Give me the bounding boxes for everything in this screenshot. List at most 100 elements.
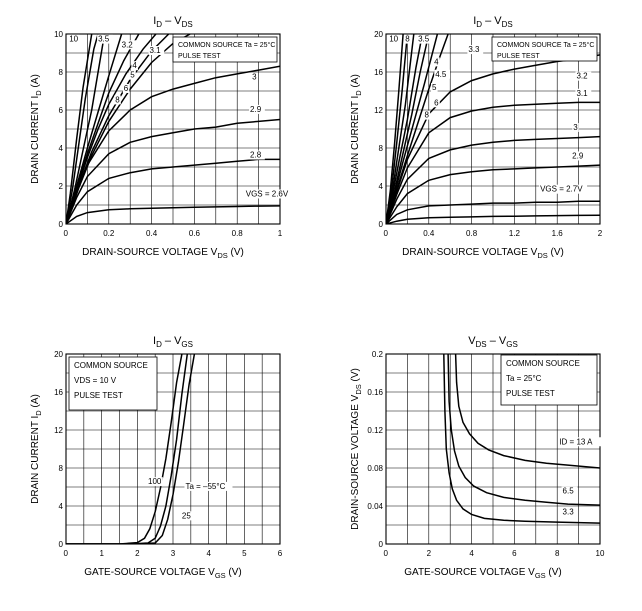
x-tick-label: 6 bbox=[512, 549, 517, 558]
annotation-label: 3.5 bbox=[98, 35, 110, 44]
info-box-line: VDS = 10 V bbox=[74, 376, 117, 385]
annotation-bg bbox=[122, 84, 130, 93]
x-tick-label: 0 bbox=[64, 549, 69, 558]
x-tick-label: 0 bbox=[384, 549, 389, 558]
annotation-bg bbox=[561, 486, 578, 496]
y-tick-label: 0 bbox=[379, 220, 384, 229]
x-tick-label: 0 bbox=[64, 229, 69, 238]
annotation-label: 3.2 bbox=[576, 72, 588, 81]
annotation-label: 3 bbox=[573, 123, 578, 132]
annotation-bg bbox=[571, 151, 587, 161]
info-box-line: COMMON SOURCE Ta = 25°C bbox=[178, 41, 275, 49]
series-line-6 bbox=[66, 34, 157, 224]
x-tick-label: 0.8 bbox=[232, 229, 244, 238]
chart-title: VDS – VGS bbox=[468, 335, 518, 349]
y-tick-label: 0.12 bbox=[367, 426, 383, 435]
y-tick-label: 0 bbox=[59, 540, 64, 549]
x-tick-label: 1 bbox=[278, 229, 283, 238]
annotation-bg bbox=[575, 88, 592, 98]
annotation-label: 8 bbox=[425, 111, 430, 120]
annotation-bg bbox=[249, 104, 265, 114]
info-box-line: PULSE TEST bbox=[74, 391, 123, 400]
x-axis-label: DRAIN-SOURCE VOLTAGE VDS (V) bbox=[82, 247, 244, 260]
annotation-label: 3.5 bbox=[418, 35, 430, 44]
x-tick-label: 2 bbox=[427, 549, 432, 558]
info-box-frame bbox=[500, 354, 598, 406]
annotation-label: 6.5 bbox=[563, 487, 575, 496]
x-tick-label: 2 bbox=[135, 549, 140, 558]
series-line-12 bbox=[386, 200, 600, 224]
info-box-line: PULSE TEST bbox=[178, 53, 221, 60]
x-tick-label: 0.4 bbox=[423, 229, 435, 238]
info-box: COMMON SOURCE Ta = 25°C PULSE TEST bbox=[500, 354, 598, 406]
info-box-frame bbox=[172, 36, 278, 63]
plot-frame bbox=[65, 353, 281, 545]
info-box-frame bbox=[491, 36, 598, 62]
annotation-label: 3.1 bbox=[576, 89, 588, 98]
y-tick-label: 8 bbox=[59, 68, 64, 77]
annotation-bg bbox=[129, 70, 136, 80]
annotation-bg bbox=[97, 34, 113, 44]
annotation-label: 3.2 bbox=[122, 40, 134, 49]
y-tick-label: 4 bbox=[59, 502, 64, 511]
annotation-bg bbox=[68, 34, 80, 44]
annotation-bg bbox=[148, 46, 165, 55]
info-box-line: PULSE TEST bbox=[506, 389, 555, 398]
annotation-bg bbox=[434, 69, 451, 79]
y-tick-label: 6 bbox=[59, 106, 64, 115]
series-line-10 bbox=[386, 135, 600, 224]
x-tick-label: 0.2 bbox=[103, 229, 115, 238]
annotation-bg bbox=[251, 72, 258, 82]
annotation-bg bbox=[131, 61, 138, 71]
annotation-bg bbox=[388, 34, 400, 44]
info-box-line: COMMON SOURCE bbox=[506, 359, 580, 368]
annotation-bg bbox=[558, 437, 602, 447]
y-tick-label: 12 bbox=[54, 426, 63, 435]
annotation-bg bbox=[404, 34, 411, 44]
x-tick-label: 3 bbox=[171, 549, 176, 558]
annotation-label: 25 bbox=[182, 511, 191, 520]
grid bbox=[386, 34, 600, 224]
chart-title: ID – VDS bbox=[473, 15, 513, 29]
y-tick-label: 10 bbox=[54, 30, 63, 39]
y-tick-label: 0.2 bbox=[372, 350, 384, 359]
plot-frame bbox=[385, 33, 601, 225]
y-tick-label: 12 bbox=[374, 106, 383, 115]
y-tick-label: 4 bbox=[59, 144, 64, 153]
annotation-label: 100 bbox=[148, 477, 162, 486]
info-box-line: Ta = 25°C bbox=[506, 374, 542, 383]
annotation-label: Ta = –55°C bbox=[185, 482, 225, 491]
annotation-bg bbox=[147, 477, 163, 487]
annotation-label: 4 bbox=[132, 61, 137, 70]
y-tick-label: 0.16 bbox=[367, 388, 383, 397]
annotation-bg bbox=[114, 95, 121, 105]
y-tick-label: 0.04 bbox=[367, 502, 383, 511]
y-tick-label: 0 bbox=[379, 540, 384, 549]
series-line-9 bbox=[66, 65, 280, 224]
series-line-12 bbox=[66, 205, 280, 224]
y-axis-label: DRAIN CURRENT ID (A) bbox=[30, 74, 43, 184]
series-line-1 bbox=[66, 34, 93, 224]
x-tick-label: 10 bbox=[596, 549, 605, 558]
info-box-line: COMMON SOURCE Ta = 25°C bbox=[497, 41, 594, 49]
annotation-label: 8 bbox=[115, 95, 120, 104]
y-tick-label: 8 bbox=[59, 464, 64, 473]
info-box: COMMON SOURCE Ta = 25°C PULSE TEST bbox=[491, 36, 598, 62]
annotation-bg bbox=[244, 189, 293, 199]
annotation-label: 6 bbox=[434, 98, 439, 107]
y-tick-label: 4 bbox=[379, 182, 384, 191]
plot-frame bbox=[65, 33, 281, 225]
series-line-2 bbox=[447, 354, 600, 506]
x-tick-label: 5 bbox=[242, 549, 247, 558]
info-box: COMMON SOURCE Ta = 25°C PULSE TEST bbox=[172, 36, 278, 63]
annotation-bg bbox=[561, 507, 578, 517]
annotation-label: VGS = 2.7V bbox=[540, 185, 583, 194]
x-tick-label: 1.6 bbox=[552, 229, 564, 238]
series-line-1 bbox=[66, 354, 183, 544]
annotation-label: 4 bbox=[434, 57, 439, 66]
y-axis-label: DRAIN CURRENT ID (A) bbox=[30, 394, 43, 504]
plot-frame bbox=[385, 353, 601, 545]
x-axis-label: DRAIN-SOURCE VOLTAGE VDS (V) bbox=[402, 247, 564, 260]
